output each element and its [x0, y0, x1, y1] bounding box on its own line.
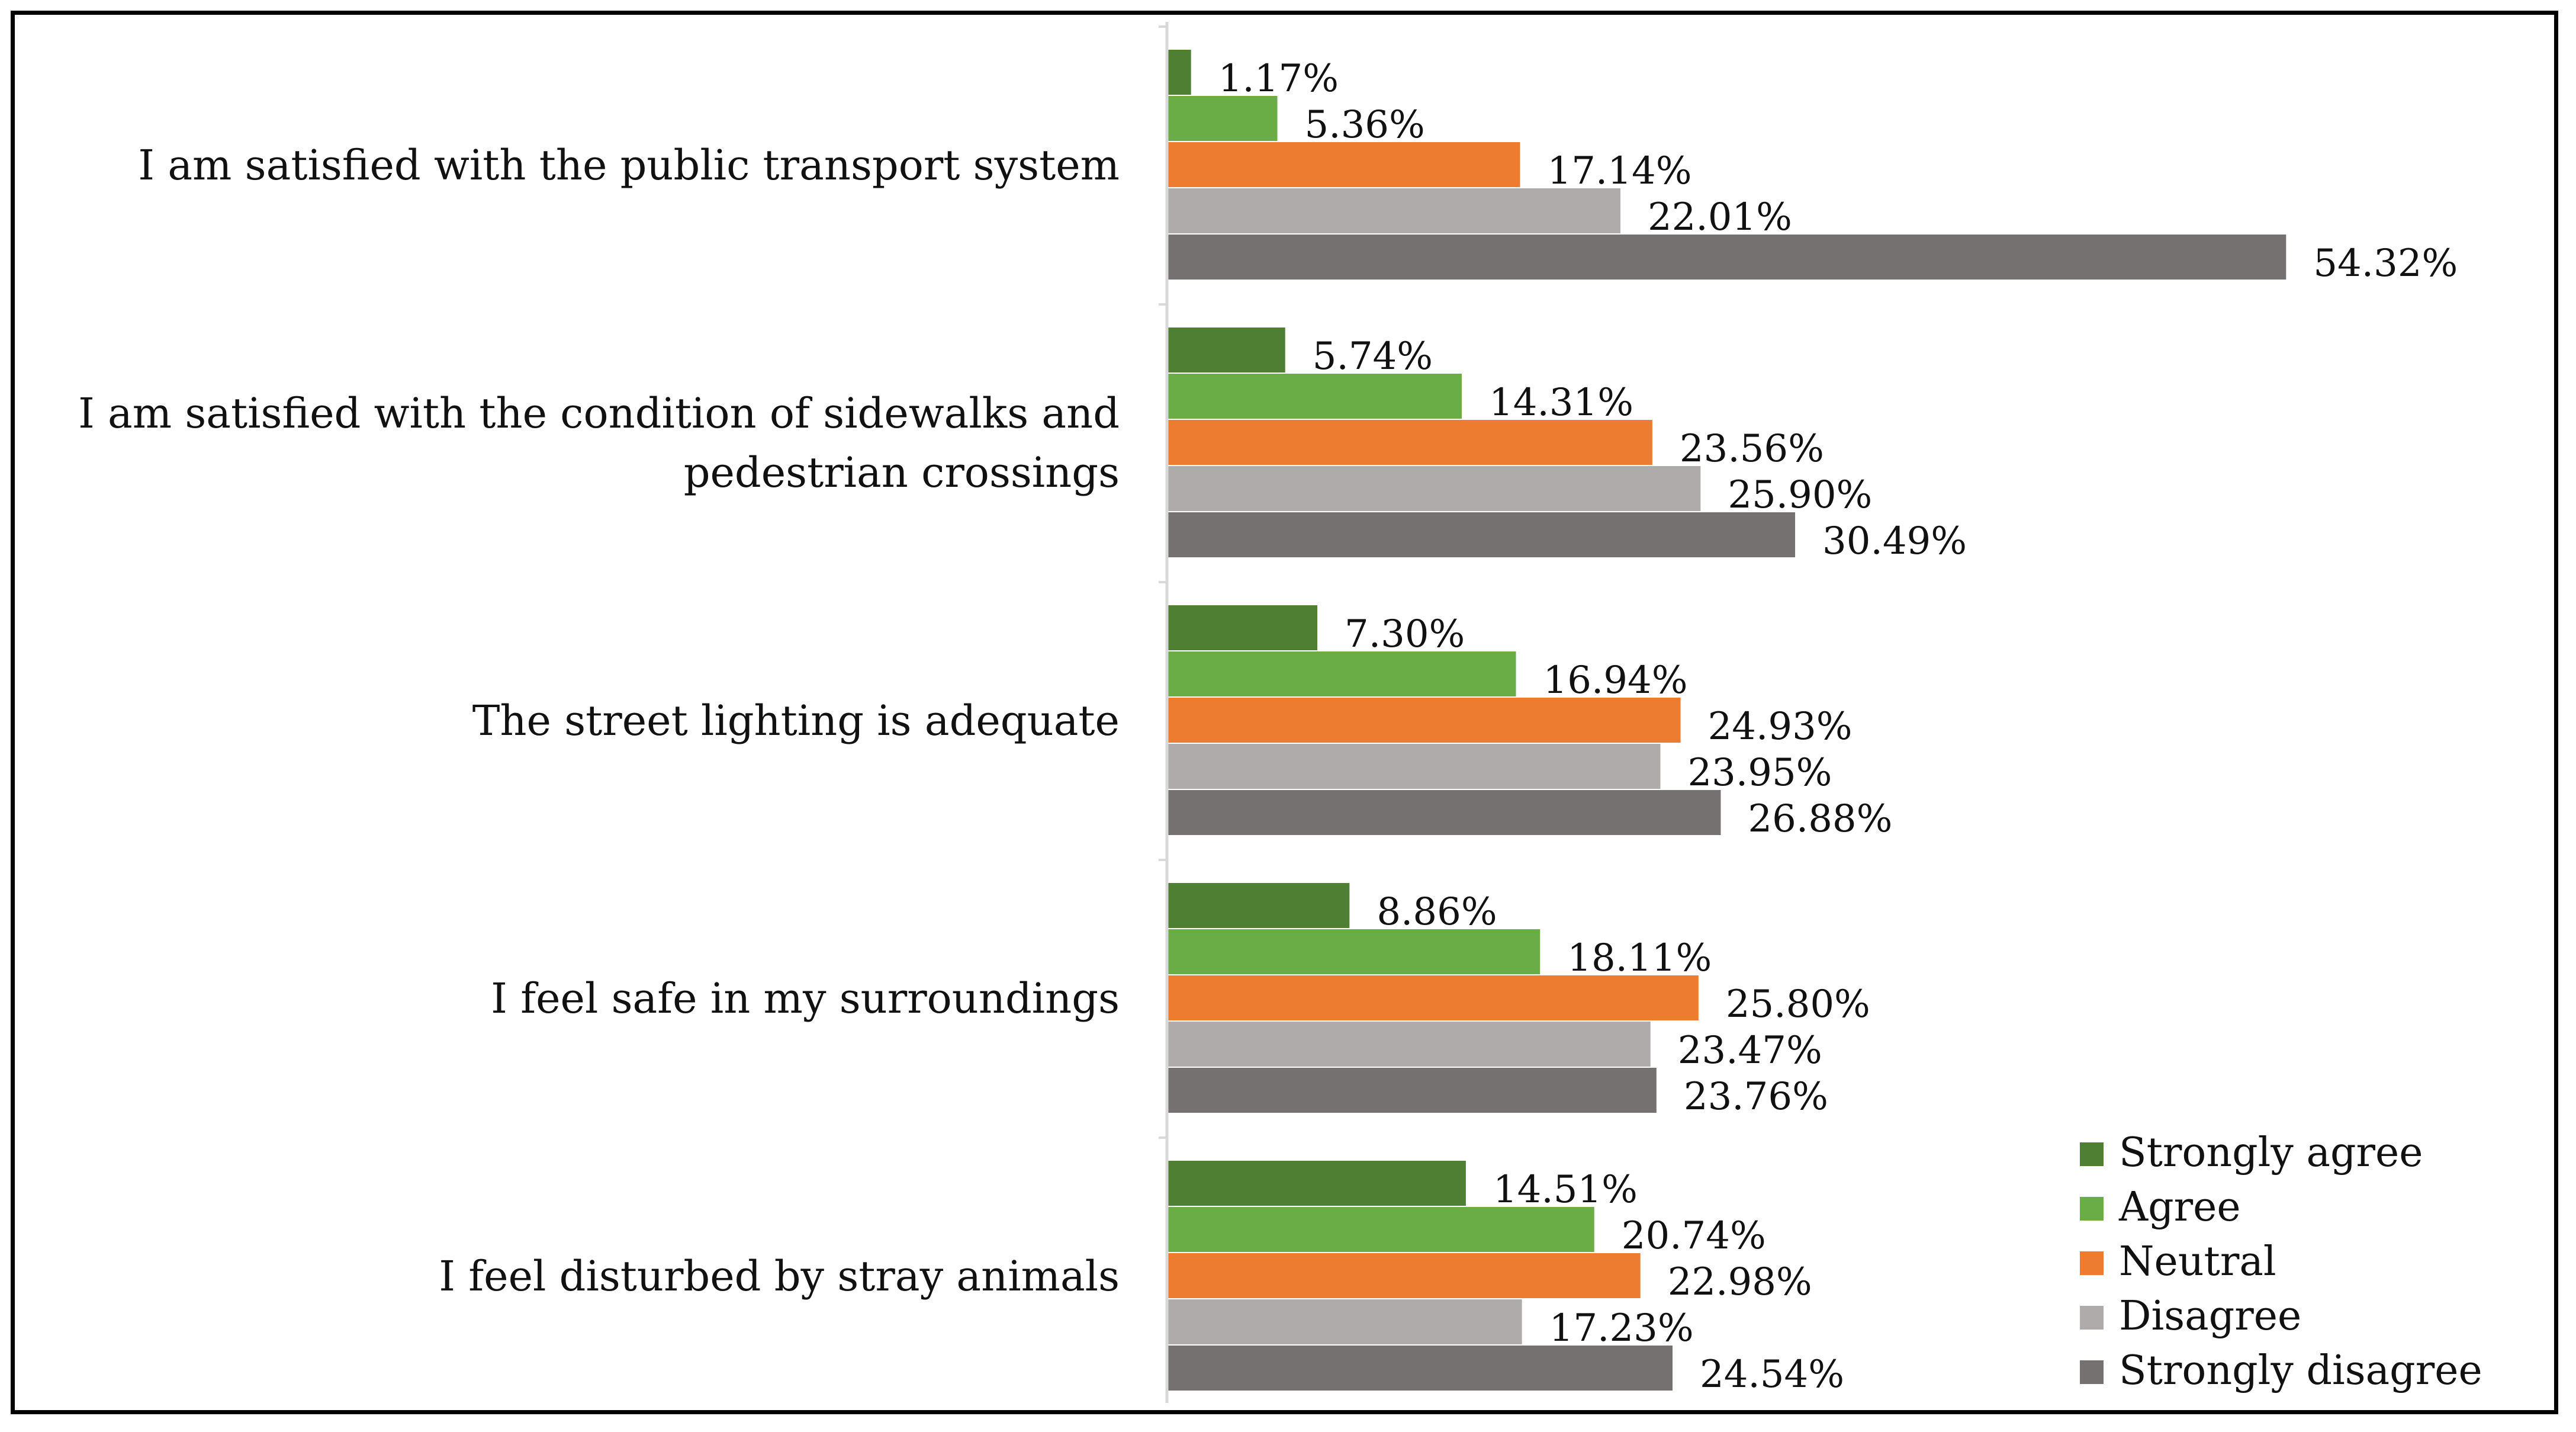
legend-swatch — [2080, 1197, 2104, 1221]
bar — [1167, 50, 1191, 95]
bar — [1167, 1346, 1673, 1391]
category-label: I am satisfied with the public transport… — [138, 141, 1120, 190]
data-label: 7.30% — [1345, 612, 1465, 656]
category-label: I feel disturbed by stray animals — [439, 1252, 1120, 1301]
legend-label: Disagree — [2119, 1293, 2301, 1340]
bar — [1167, 188, 1620, 233]
bar — [1167, 605, 1318, 650]
bar — [1167, 1022, 1651, 1067]
legend-label: Strongly disagree — [2119, 1347, 2482, 1394]
data-label: 23.47% — [1678, 1029, 1822, 1073]
bar — [1167, 235, 2286, 280]
bar — [1167, 328, 1285, 373]
bar — [1167, 651, 1516, 696]
data-label: 22.01% — [1648, 195, 1792, 239]
data-label: 20.74% — [1622, 1214, 1766, 1258]
data-label: 24.93% — [1708, 705, 1853, 749]
category-label: pedestrian crossings — [684, 448, 1120, 497]
bar — [1167, 698, 1681, 743]
data-label: 23.95% — [1687, 751, 1832, 795]
category-label: The street lighting is adequate — [472, 696, 1120, 745]
data-label: 23.56% — [1680, 427, 1824, 471]
data-label: 54.32% — [2313, 242, 2458, 285]
value-labels: 1.17%5.36% 17.14%22.01% 54.32% 5.74% 14.31% 2… — [1218, 57, 2458, 1396]
bar — [1167, 374, 1462, 419]
legend-label: Strongly agree — [2119, 1129, 2423, 1176]
bars — [1167, 50, 2286, 1391]
legend-swatch — [2080, 1251, 2104, 1275]
bar — [1167, 466, 1701, 511]
y-axis — [1159, 22, 1169, 1403]
data-label: 18.11% — [1567, 936, 1712, 980]
data-label: 25.80% — [1726, 983, 1870, 1026]
bar — [1167, 790, 1721, 835]
data-label: 14.51% — [1493, 1168, 1638, 1212]
legend: Strongly agree Agree Neutral Disagree Strong… — [2080, 1129, 2482, 1394]
bar — [1167, 142, 1520, 187]
bar — [1167, 1161, 1466, 1206]
legend-label: Neutral — [2119, 1238, 2276, 1285]
bar — [1167, 929, 1541, 974]
legend-label: Agree — [2118, 1184, 2241, 1231]
bar — [1167, 512, 1796, 557]
category-label: I am satisfied with the condition of sid… — [78, 389, 1120, 438]
data-label: 5.36% — [1305, 103, 1425, 147]
data-label: 30.49% — [1822, 519, 1967, 563]
legend-swatch — [2080, 1142, 2104, 1166]
data-label: 17.14% — [1547, 149, 1691, 193]
chart-frame: I am satisfied with the public transport… — [11, 11, 2558, 1414]
data-label: 23.76% — [1684, 1075, 1828, 1119]
bar-chart: I am satisfied with the public transport… — [78, 22, 2482, 1403]
data-label: 26.88% — [1748, 797, 1892, 841]
bar — [1167, 1068, 1657, 1113]
data-label: 16.94% — [1543, 659, 1688, 702]
bar — [1167, 420, 1652, 465]
legend-swatch — [2080, 1306, 2104, 1330]
data-label: 24.54% — [1700, 1353, 1844, 1396]
data-label: 14.31% — [1489, 381, 1633, 425]
data-label: 1.17% — [1218, 57, 1339, 101]
data-label: 25.90% — [1728, 473, 1872, 517]
category-label: I feel safe in my surroundings — [491, 974, 1120, 1023]
category-labels: I am satisfied with the public transport… — [78, 141, 1120, 1301]
bar — [1167, 96, 1278, 141]
bar — [1167, 883, 1350, 928]
data-label: 8.86% — [1377, 890, 1497, 934]
legend-swatch — [2080, 1360, 2104, 1384]
bar — [1167, 975, 1699, 1020]
data-label: 17.23% — [1549, 1306, 1694, 1350]
data-label: 22.98% — [1668, 1260, 1812, 1304]
data-label: 5.74% — [1313, 335, 1433, 378]
bar — [1167, 1299, 1522, 1344]
bar — [1167, 1253, 1641, 1298]
bar — [1167, 1207, 1594, 1252]
bar — [1167, 744, 1661, 789]
